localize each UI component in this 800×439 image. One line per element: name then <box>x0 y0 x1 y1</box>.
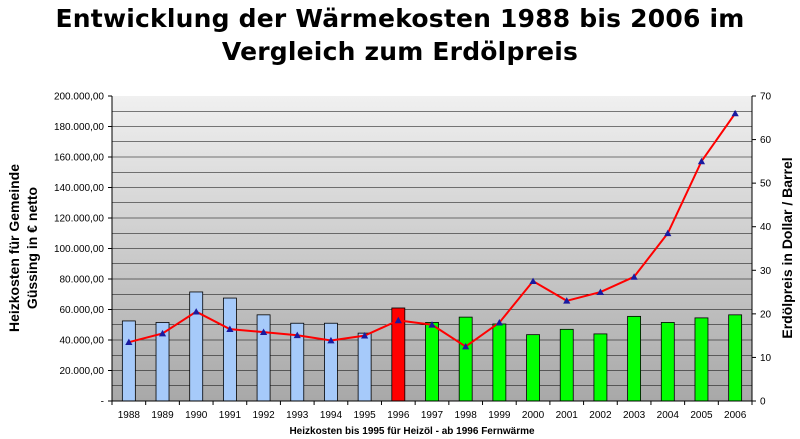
x-tick-label-1997: 1997 <box>421 410 444 421</box>
bar-2000 <box>526 334 540 402</box>
x-tick-label-1989: 1989 <box>151 410 174 421</box>
oil-price-point-1999 <box>495 318 503 326</box>
right-tick-label: 10 <box>760 353 772 364</box>
oil-price-point-1988 <box>125 338 133 346</box>
x-tick-label-2000: 2000 <box>522 410 545 421</box>
left-tick-label: 40.000,00 <box>60 336 105 347</box>
x-tick-label-1992: 1992 <box>252 410 275 421</box>
bar-2002 <box>593 333 608 402</box>
x-tick-label-1993: 1993 <box>286 410 309 421</box>
x-tick-label-2001: 2001 <box>556 410 579 421</box>
oil-price-point-1989 <box>158 329 167 337</box>
x-tick-label-1994: 1994 <box>320 410 343 421</box>
right-tick-label: 0 <box>760 397 766 408</box>
chart-title-line1: Entwicklung der Wärmekosten 1988 bis 200… <box>55 4 745 33</box>
bar-1988 <box>121 320 136 402</box>
bar-1998 <box>458 316 473 402</box>
bar-1999 <box>492 323 507 402</box>
oil-price-point-2003 <box>630 273 638 280</box>
x-tick-label-1991: 1991 <box>219 410 242 421</box>
left-tick-label: 60.000,00 <box>60 305 105 316</box>
bar-1995 <box>357 332 372 402</box>
x-tick-label-2004: 2004 <box>657 410 680 421</box>
right-axis-label: Erdölpreis in Dollar / Barrel <box>779 157 795 338</box>
left-axis-label-line1: Heizkosten für Gemeinde <box>6 164 22 332</box>
oil-price-point-2000 <box>529 277 537 285</box>
right-tick-label: 70 <box>760 92 772 103</box>
right-tick-label: 30 <box>760 266 772 277</box>
right-tick-label: 60 <box>760 135 772 146</box>
oil-price-point-1992 <box>259 328 268 336</box>
x-tick-label-1988: 1988 <box>118 410 141 421</box>
bar-2003 <box>627 315 642 402</box>
oil-price-point-1997 <box>428 321 436 328</box>
left-tick-label: 100.000,00 <box>54 244 104 255</box>
bar-2006 <box>728 314 743 402</box>
left-tick-label: 200.000,00 <box>54 92 104 103</box>
oil-price-point-2006 <box>731 109 739 117</box>
x-axis-label: Heizkosten bis 1995 für Heizöl - ab 1996… <box>289 426 535 437</box>
left-axis-label-line2: Güssing in € netto <box>24 187 40 309</box>
oil-price-point-2001 <box>563 297 571 304</box>
oil-price-point-1995 <box>361 332 369 339</box>
x-tick-label-1995: 1995 <box>354 410 377 421</box>
left-tick-label: 180.000,00 <box>54 122 104 133</box>
bar-1994 <box>324 322 338 402</box>
oil-price-point-2004 <box>664 229 672 237</box>
bar-1997 <box>425 322 439 402</box>
left-tick-label: 140.000,00 <box>54 183 104 194</box>
chart-title-line2: Vergleich zum Erdölpreis <box>221 37 579 66</box>
x-tick-labels: 1988 1989 1990 1991 1992 1993 1994 1995 1996 1997… <box>111 401 753 421</box>
left-tick-label: 120.000,00 <box>54 214 104 225</box>
left-tick-label: - <box>101 397 104 408</box>
bar-1991 <box>222 297 237 402</box>
bar-1992 <box>256 314 271 402</box>
right-tick-label: 50 <box>760 179 772 190</box>
bar-2001 <box>559 328 574 402</box>
x-tick-label-2003: 2003 <box>623 410 646 421</box>
oil-price-point-1991 <box>226 325 234 332</box>
oil-price-point-1993 <box>293 331 301 339</box>
left-tick-label: 20.000,00 <box>60 366 105 377</box>
chart-title: Entwicklung der Wärmekosten 1988 bis 200… <box>0 2 800 68</box>
oil-price-point-1998 <box>462 342 470 350</box>
oil-price-point-1996 <box>394 316 402 324</box>
oil-price-point-1990 <box>192 308 200 315</box>
x-tick-label-1996: 1996 <box>387 410 410 421</box>
x-tick-label-1998: 1998 <box>455 410 478 421</box>
oil-price-point-2002 <box>596 288 605 295</box>
left-tick-label: 80.000,00 <box>60 275 105 286</box>
x-tick-label-2005: 2005 <box>690 410 713 421</box>
oil-price-point-2005 <box>697 157 706 165</box>
right-tick-label: 20 <box>760 309 772 320</box>
right-tick-labels: 0 10 20 30 40 50 60 70 <box>752 92 772 408</box>
x-tick-label-2006: 2006 <box>724 410 747 421</box>
oil-price-point-1994 <box>327 336 335 344</box>
x-tick-label-1990: 1990 <box>185 410 208 421</box>
left-tick-label: 160.000,00 <box>54 153 104 164</box>
line-series <box>125 109 739 350</box>
x-tick-label-2002: 2002 <box>589 410 612 421</box>
bar-2005 <box>694 317 709 402</box>
bar-2004 <box>660 322 675 402</box>
right-tick-label: 40 <box>760 222 772 233</box>
left-tick-labels: - 20.000,00 40.000,00 60.000,00 80.000,00 100… <box>54 92 112 408</box>
x-tick-label-1999: 1999 <box>488 410 511 421</box>
